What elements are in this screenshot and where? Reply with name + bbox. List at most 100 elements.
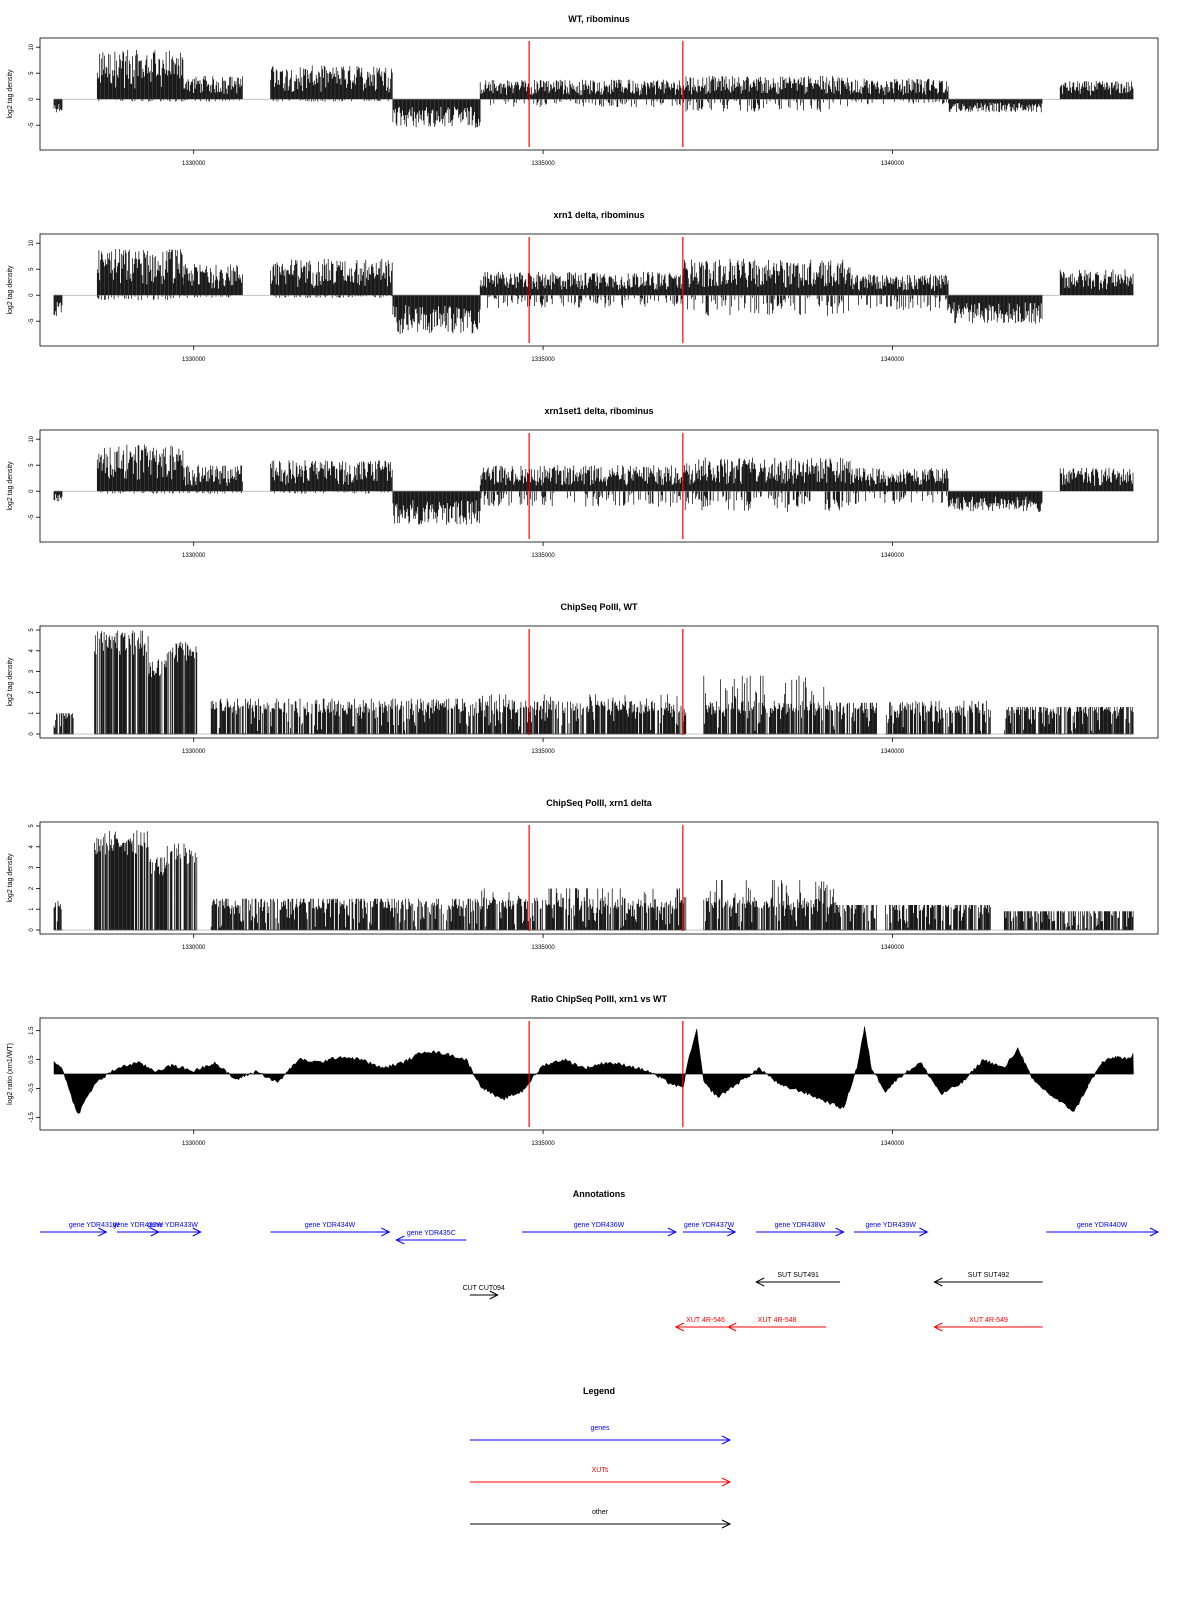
- feature-label: XUT 4R-548: [758, 1317, 797, 1324]
- y-tick-label: 5: [29, 267, 35, 271]
- y-tick-label: 1: [29, 711, 35, 715]
- arrow-head-left: [674, 1322, 685, 1332]
- y-axis-label: log2 tag density: [7, 657, 14, 707]
- y-tick-label: -5: [29, 122, 35, 128]
- y-axis-label: log2 tag density: [7, 461, 14, 511]
- y-tick-label: 5: [29, 463, 35, 467]
- arrow-head-left: [933, 1277, 943, 1287]
- x-tick-label: 1335000: [531, 945, 555, 951]
- plot-frame: [39, 429, 1159, 543]
- annotation-feature: gene YDR438W: [756, 1222, 845, 1237]
- feature-label: gene YDR431W: [69, 1222, 120, 1229]
- x-tick-label: 1340000: [881, 553, 905, 559]
- y-tick-label: 5: [29, 71, 35, 75]
- x-tick-label: 1330000: [182, 553, 206, 559]
- chart-title: xrn1 delta, ribominus: [553, 210, 644, 220]
- legend-panel: Legend genes XUTs other: [470, 1386, 732, 1529]
- arrow-head-left: [755, 1277, 765, 1287]
- y-axis-label: log2 tag density: [7, 265, 14, 315]
- y-tick-label: 0: [29, 732, 35, 736]
- annotation-feature: XUT 4R-549: [933, 1317, 1043, 1332]
- annotation-feature: gene YDR433W: [144, 1222, 202, 1237]
- x-tick-label: 1340000: [881, 945, 905, 951]
- arrow-head-right: [727, 1227, 737, 1237]
- x-tick-label: 1340000: [881, 161, 905, 167]
- y-tick-label: 0: [29, 489, 35, 493]
- feature-label: SUT SUT492: [968, 1272, 1010, 1279]
- chart-panel-3: xrn1set1 delta, ribominus log2 tag densit…: [7, 406, 1159, 559]
- chart-title: Ratio ChipSeq PolII, xrn1 vs WT: [531, 994, 668, 1004]
- arrow-head-right: [381, 1227, 391, 1237]
- feature-label: XUT 4R-549: [969, 1317, 1008, 1324]
- y-tick-label: -0.5: [29, 1083, 35, 1094]
- chart-panel-5: ChipSeq PolII, xrn1 delta log2 tag densit…: [7, 798, 1159, 951]
- y-tick-label: 1.5: [29, 1026, 35, 1035]
- y-tick-label: 0.5: [29, 1055, 35, 1064]
- chart-title: ChipSeq PolII, xrn1 delta: [546, 798, 653, 808]
- annotation-feature: gene YDR437W: [682, 1222, 737, 1237]
- x-tick-label: 1335000: [531, 161, 555, 167]
- annotation-feature: XUT 4R-548: [727, 1317, 827, 1332]
- x-tick-label: 1335000: [531, 357, 555, 363]
- feature-label: gene YDR432W: [113, 1222, 164, 1229]
- feature-label: gene YDR433W: [148, 1222, 199, 1229]
- legend-arrow-head: [721, 1519, 732, 1529]
- y-tick-label: 0: [29, 928, 35, 932]
- x-tick-label: 1340000: [881, 1141, 905, 1147]
- annotation-feature: CUT CUT094: [463, 1285, 505, 1300]
- arrow-head-right: [667, 1227, 677, 1237]
- feature-label: gene YDR437W: [684, 1222, 735, 1229]
- ratio-area: [53, 1026, 1134, 1114]
- feature-label: gene YDR438W: [775, 1222, 826, 1229]
- chart-title: xrn1set1 delta, ribominus: [544, 406, 653, 416]
- arrow-head-right: [1149, 1227, 1160, 1237]
- annotation-feature: gene YDR439W: [854, 1222, 929, 1237]
- annotation-feature: gene YDR440W: [1046, 1222, 1160, 1237]
- x-tick-label: 1330000: [182, 1141, 206, 1147]
- feature-label: gene YDR440W: [1077, 1222, 1128, 1229]
- arrow-head-right: [192, 1227, 202, 1237]
- plot-frame: [39, 37, 1159, 151]
- legend-arrow-head: [721, 1477, 732, 1487]
- legend-label: other: [592, 1509, 609, 1516]
- x-tick-label: 1330000: [182, 945, 206, 951]
- chart-title: ChipSeq PolII, WT: [561, 602, 638, 612]
- arrow-head-left: [933, 1322, 943, 1332]
- plot-frame: [39, 625, 1159, 739]
- y-tick-label: 4: [29, 844, 35, 848]
- arrow-head-right: [489, 1290, 499, 1300]
- y-tick-label: 0: [29, 97, 35, 101]
- plot-frame: [39, 821, 1159, 935]
- chart-panel-4: ChipSeq PolII, WT log2 tag density 0 1 2 3 4 5 1…: [7, 602, 1159, 755]
- x-tick-label: 1335000: [531, 749, 555, 755]
- density-bars: [53, 444, 1134, 525]
- chart-panel-2: xrn1 delta, ribominus log2 tag density -5 0…: [7, 210, 1159, 363]
- y-tick-label: 2: [29, 886, 35, 890]
- annotation-feature: gene YDR436W: [522, 1222, 677, 1237]
- annotation-feature: gene YDR435C: [395, 1230, 467, 1245]
- y-tick-label: 5: [29, 824, 35, 828]
- density-bars: [53, 830, 1134, 931]
- y-tick-label: 10: [29, 239, 35, 246]
- y-tick-label: -5: [29, 318, 35, 324]
- x-tick-label: 1340000: [881, 357, 905, 363]
- arrow-head-right: [835, 1227, 845, 1237]
- feature-label: CUT CUT094: [463, 1285, 505, 1292]
- y-tick-label: 3: [29, 669, 35, 673]
- feature-label: gene YDR436W: [574, 1222, 625, 1229]
- y-tick-label: 5: [29, 628, 35, 632]
- legend-label: XUTs: [592, 1467, 609, 1474]
- x-tick-label: 1335000: [531, 553, 555, 559]
- annotation-feature: gene YDR434W: [270, 1222, 391, 1237]
- x-tick-label: 1330000: [182, 749, 206, 755]
- arrow-head-left: [395, 1235, 405, 1245]
- annotation-feature: gene YDR431W: [69, 1222, 120, 1237]
- feature-label: gene YDR434W: [305, 1222, 356, 1229]
- y-tick-label: 0: [29, 293, 35, 297]
- annotation-feature: SUT SUT491: [755, 1272, 841, 1287]
- feature-label: XUT 4R-546: [686, 1317, 725, 1324]
- arrow-head-right: [919, 1227, 929, 1237]
- legend-label: genes: [590, 1425, 610, 1432]
